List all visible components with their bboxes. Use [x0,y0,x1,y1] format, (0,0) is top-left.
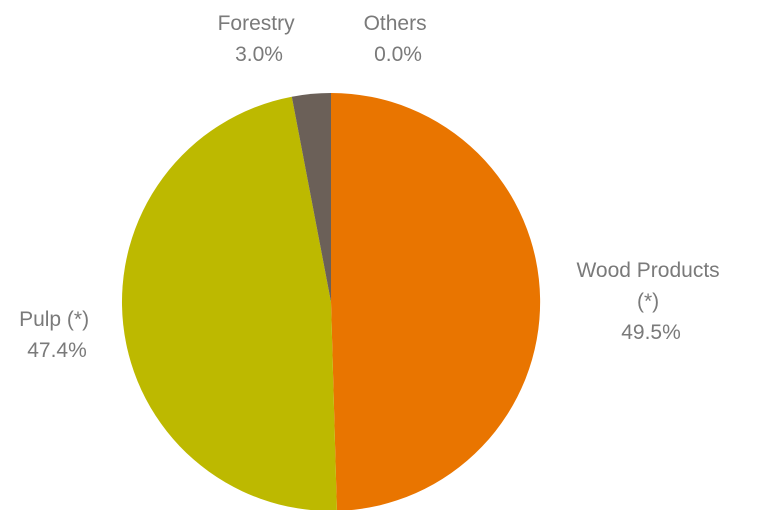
pie-slice-pulp [121,96,337,510]
label-pulp: Pulp (*) 47.4% [19,308,95,362]
pie-slice-forestry [291,93,331,302]
label-others: Others 0.0% [364,12,433,66]
label-wood-products: Wood Products (*) 49.5% [576,259,725,344]
pie-slice-wood-products [331,93,541,510]
label-forestry: Forestry 3.0% [218,12,301,66]
pie-slices [121,93,541,510]
